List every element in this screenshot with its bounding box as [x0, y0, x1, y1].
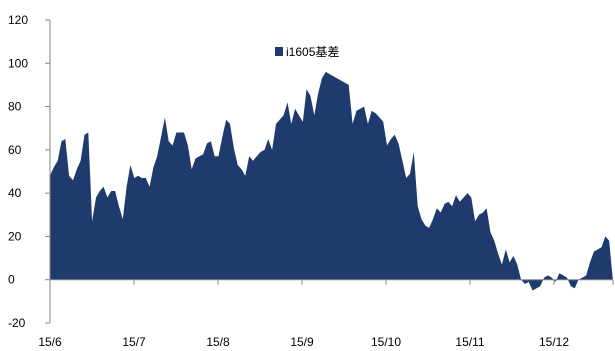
y-tick-label: 60 — [8, 143, 22, 157]
y-tick-label: 100 — [8, 56, 28, 70]
y-tick-label: 120 — [8, 13, 28, 27]
plot-area — [50, 71, 613, 291]
legend-swatch — [275, 47, 283, 56]
x-tick-label: 15/8 — [206, 335, 230, 349]
y-tick-label: 20 — [8, 229, 22, 243]
x-tick-label: 15/6 — [38, 335, 62, 349]
x-axis-ticks: 15/6 15/7 15/8 15/9 15/10 15/11 15/12 — [38, 279, 614, 349]
x-tick-label: 15/9 — [290, 335, 314, 349]
y-tick-label: 80 — [8, 100, 22, 114]
x-tick-label: 15/10 — [371, 335, 401, 349]
y-axis-ticks: 120 100 80 60 40 20 0 -20 — [8, 13, 50, 330]
y-tick-label: 0 — [8, 273, 15, 287]
series-area-i1605 — [50, 71, 613, 291]
legend-label: i1605基差 — [286, 45, 339, 59]
x-tick-label: 15/7 — [122, 335, 146, 349]
x-tick-label: 15/11 — [455, 335, 484, 349]
x-tick-label: 15/12 — [539, 335, 569, 349]
y-tick-label: 40 — [8, 186, 22, 200]
y-tick-label: -20 — [8, 316, 26, 330]
legend: i1605基差 — [275, 45, 339, 59]
